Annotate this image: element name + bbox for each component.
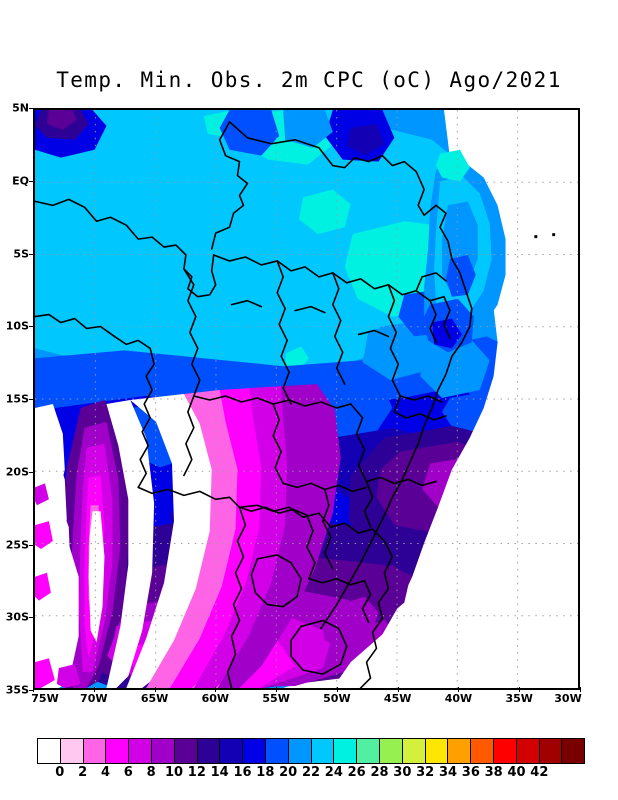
y-tick-label: 35S — [5, 683, 29, 697]
colorbar-tick-label: 0 — [55, 765, 65, 780]
y-tick-mark — [29, 690, 34, 691]
y-tick-label: EQ — [12, 174, 29, 188]
page-title: Temp. Min. Obs. 2m CPC (oC) Ago/2021 — [56, 68, 562, 92]
colorbar-tick-label: 32 — [416, 765, 435, 780]
x-tick-mark — [276, 687, 278, 692]
colorbar-swatch — [174, 739, 198, 763]
colorbar: 0 2 4 6 8 10 12 14 16 18 20 22 24 26 28 30 32 34 36 38 40 42 — [37, 738, 585, 780]
y-tick-label: 15S — [5, 392, 29, 406]
colorbar-swatch — [379, 739, 403, 763]
colorbar-tick-label: 30 — [393, 765, 412, 780]
colorbar-swatch — [311, 739, 335, 763]
colorbar-tick-label: 42 — [530, 765, 549, 780]
x-tick-mark — [519, 687, 521, 692]
x-tick-label: 60W — [201, 692, 230, 705]
colorbar-swatch — [539, 739, 563, 763]
colorbar-tick-label: 12 — [187, 765, 206, 780]
x-tick-mark — [93, 687, 95, 692]
colorbar-swatch — [425, 739, 449, 763]
y-axis: 5N EQ 5S 10S 15S 20S 25S 30S 35S — [0, 102, 34, 697]
colorbar-swatch — [493, 739, 517, 763]
colorbar-swatch — [38, 739, 61, 763]
colorbar-swatch — [60, 739, 84, 763]
colorbar-swatch — [448, 739, 472, 763]
colorbar-tick-label: 20 — [279, 765, 298, 780]
colorbar-swatch — [288, 739, 312, 763]
colorbar-tick-label: 18 — [256, 765, 275, 780]
y-tick-mark — [29, 471, 34, 473]
y-tick-mark — [29, 180, 34, 182]
x-axis: 75W 70W 65W 60W 55W 50W 45W 40W 35W 30W — [31, 687, 582, 712]
colorbar-swatches — [37, 738, 585, 764]
x-tick-label: 50W — [323, 692, 351, 705]
colorbar-swatch — [265, 739, 289, 763]
y-tick-mark — [29, 108, 34, 109]
colorbar-swatch — [83, 739, 107, 763]
y-tick-label: 5S — [13, 247, 29, 260]
x-tick-label: 30W — [554, 692, 582, 705]
x-tick-mark — [458, 687, 460, 692]
colorbar-tick-label: 8 — [146, 765, 156, 780]
x-tick-label: 45W — [383, 692, 412, 705]
x-tick-mark — [215, 687, 217, 692]
y-tick-mark — [29, 617, 34, 619]
colorbar-swatch — [129, 739, 152, 763]
x-tick-mark — [397, 687, 399, 692]
colorbar-tick-label: 34 — [438, 765, 458, 780]
y-tick-mark — [29, 253, 34, 255]
x-tick-label: 70W — [80, 692, 108, 705]
colorbar-tick-label: 38 — [484, 765, 503, 780]
x-tick-mark — [154, 687, 156, 692]
colorbar-tick-label: 2 — [78, 765, 88, 780]
colorbar-swatch — [334, 739, 358, 763]
x-tick-label: 65W — [140, 692, 169, 705]
x-tick-mark — [336, 687, 338, 692]
y-tick-label: 20S — [5, 465, 29, 479]
colorbar-tick-labels: 0 2 4 6 8 10 12 14 16 18 20 22 24 26 28 30 32 34 36 38 40 42 — [37, 765, 585, 783]
y-tick-label: 5N — [12, 101, 29, 115]
colorbar-swatch — [151, 739, 175, 763]
colorbar-swatch — [471, 739, 494, 763]
temperature-field — [35, 110, 578, 688]
colorbar-swatch — [516, 739, 540, 763]
colorbar-swatch — [220, 739, 244, 763]
colorbar-tick-label: 26 — [347, 765, 366, 780]
x-tick-label: 35W — [505, 692, 533, 705]
colorbar-swatch — [402, 739, 426, 763]
colorbar-tick-label: 40 — [507, 765, 526, 780]
colorbar-tick-label: 14 — [210, 765, 229, 780]
colorbar-tick-label: 10 — [164, 765, 184, 780]
y-tick-label: 25S — [5, 538, 29, 551]
x-tick-label: 40W — [444, 692, 473, 705]
x-tick-mark — [33, 687, 34, 692]
y-tick-label: 30S — [5, 610, 29, 624]
colorbar-tick-label: 22 — [301, 765, 321, 780]
colorbar-tick-label: 16 — [233, 765, 252, 780]
x-tick-label: 75W — [31, 692, 59, 705]
y-tick-mark — [29, 326, 34, 328]
colorbar-swatch — [562, 739, 585, 763]
colorbar-tick-label: 4 — [100, 765, 111, 780]
x-tick-label: 55W — [262, 692, 290, 705]
colorbar-swatch — [357, 739, 380, 763]
y-tick-mark — [29, 399, 34, 400]
y-tick-label: 10S — [5, 319, 29, 333]
colorbar-tick-label: 6 — [123, 765, 133, 780]
colorbar-tick-label: 24 — [324, 765, 343, 780]
map-plot-area — [33, 108, 580, 690]
x-tick-mark — [580, 687, 581, 692]
colorbar-swatch — [197, 739, 221, 763]
colorbar-swatch — [106, 739, 130, 763]
colorbar-tick-label: 28 — [370, 765, 389, 780]
colorbar-swatch — [243, 739, 266, 763]
colorbar-tick-label: 36 — [461, 765, 480, 780]
y-tick-mark — [29, 544, 34, 546]
